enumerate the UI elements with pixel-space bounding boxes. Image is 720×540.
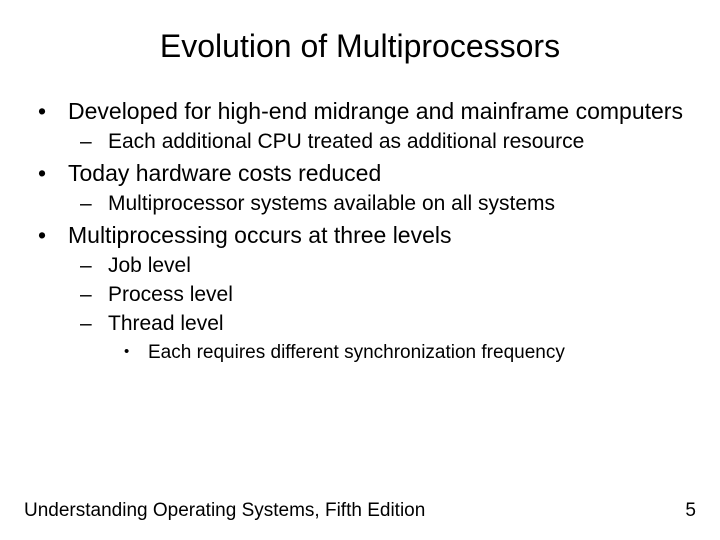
bullet-text: Thread level — [108, 312, 224, 335]
bullet-list-level3: Each requires different synchronization … — [108, 341, 700, 365]
list-item: Each additional CPU treated as additiona… — [68, 129, 700, 155]
list-item: Developed for high-end midrange and main… — [20, 97, 700, 155]
bullet-text: Multiprocessing occurs at three levels — [68, 222, 452, 248]
bullet-text: Job level — [108, 254, 191, 277]
bullet-list-level2: Multiprocessor systems available on all … — [68, 191, 700, 217]
bullet-text: Each requires different synchronization … — [148, 342, 565, 363]
list-item: Job level — [68, 253, 700, 279]
list-item: Process level — [68, 282, 700, 308]
page-number: 5 — [685, 500, 696, 522]
bullet-list-level1: Developed for high-end midrange and main… — [20, 97, 700, 364]
slide: Evolution of Multiprocessors Developed f… — [0, 0, 720, 540]
list-item: Thread level Each requires different syn… — [68, 311, 700, 364]
list-item: Each requires different synchronization … — [108, 341, 700, 365]
list-item: Today hardware costs reduced Multiproces… — [20, 159, 700, 217]
bullet-text: Multiprocessor systems available on all … — [108, 192, 555, 215]
bullet-list-level2: Each additional CPU treated as additiona… — [68, 129, 700, 155]
bullet-text: Each additional CPU treated as additiona… — [108, 130, 584, 153]
bullet-text: Today hardware costs reduced — [68, 160, 381, 186]
bullet-text: Developed for high-end midrange and main… — [68, 98, 683, 124]
list-item: Multiprocessing occurs at three levels J… — [20, 221, 700, 364]
footer-text: Understanding Operating Systems, Fifth E… — [24, 500, 425, 522]
list-item: Multiprocessor systems available on all … — [68, 191, 700, 217]
slide-title: Evolution of Multiprocessors — [0, 0, 720, 73]
slide-body: Developed for high-end midrange and main… — [0, 73, 720, 364]
bullet-text: Process level — [108, 283, 233, 306]
bullet-list-level2: Job level Process level Thread level Eac… — [68, 253, 700, 365]
